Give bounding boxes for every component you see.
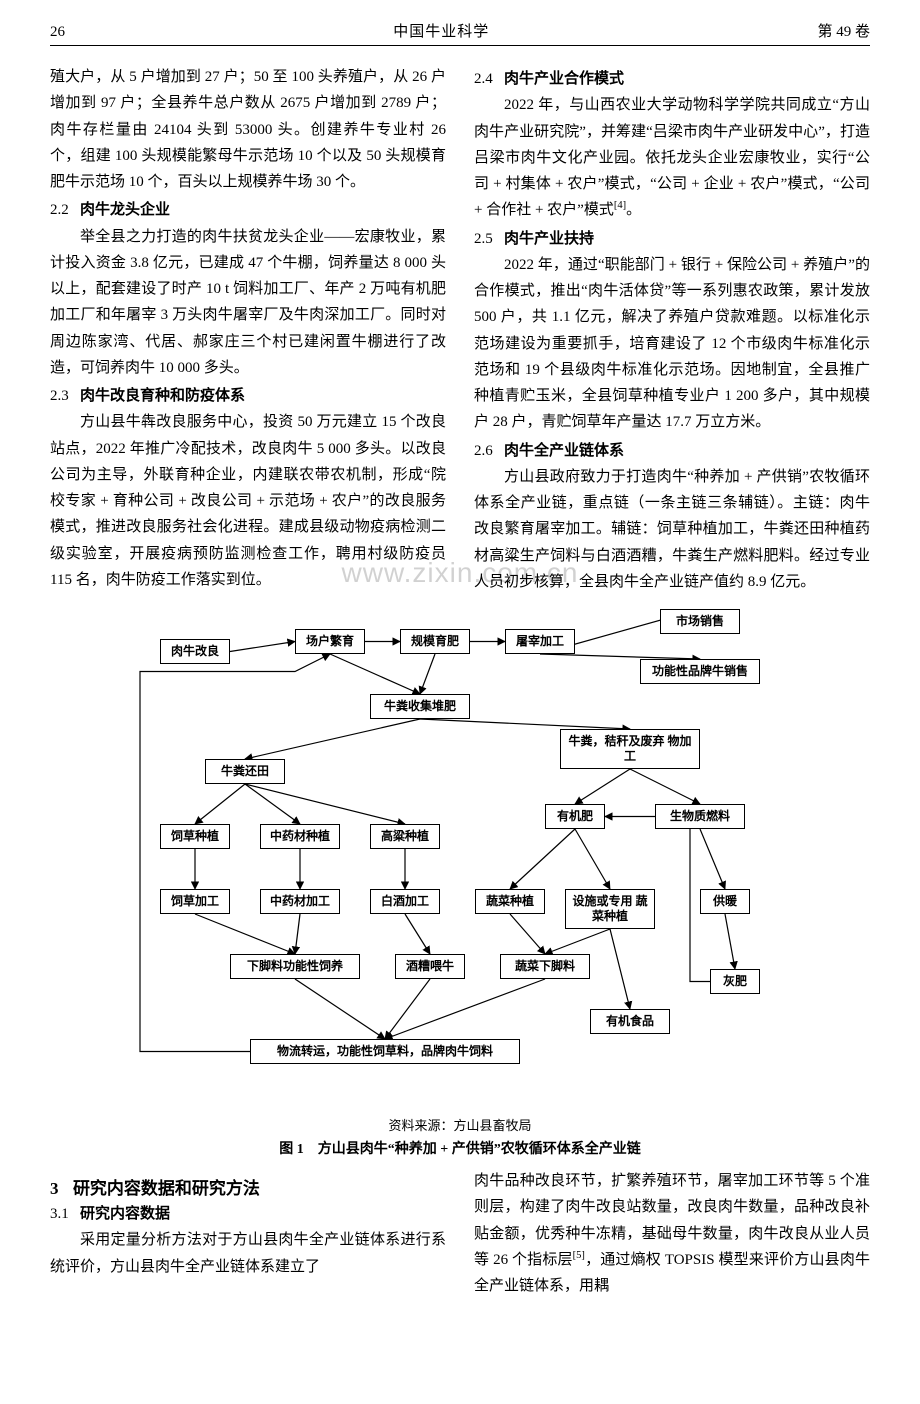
two-column-body-2: 3 研究内容数据和研究方法 3.1 研究内容数据 采用定量分析方法对于方山县肉牛… [50, 1168, 870, 1299]
paragraph-text: 。 [626, 202, 641, 218]
paragraph-text: 2022 年，与山西农业大学动物科学学院共同成立“方山肉牛产业研究院”，并筹建“… [474, 97, 870, 218]
body-paragraph: 方山县政府致力于打造肉牛“种养加 + 产供销”农牧循环体系全产业链，重点链（一条… [474, 464, 870, 595]
flowchart-node: 白酒加工 [370, 889, 440, 914]
flowchart-node: 蔬菜种植 [475, 889, 545, 914]
section-number: 3.1 [50, 1206, 69, 1222]
section-heading-3-1: 3.1 研究内容数据 [50, 1201, 446, 1227]
section-number: 2.4 [474, 71, 493, 87]
figure-caption: 图 1 方山县肉牛“种养加 + 产供销”农牧循环体系全产业链 [50, 1138, 870, 1158]
body-paragraph: 举全县之力打造的肉牛扶贫龙头企业——宏康牧业，累计投入资金 3.8 亿元，已建成… [50, 224, 446, 382]
section-number: 2.3 [50, 388, 69, 404]
flowchart-diagram: 肉牛改良 场户繁育 规模育肥 屠宰加工 市场销售功能性品牌牛销售牛粪收集堆肥牛粪还田 牛粪… [100, 609, 820, 1109]
flowchart-node: 肉牛改良 [160, 639, 230, 664]
section-title: 肉牛改良育种和防疫体系 [80, 388, 245, 404]
figure-source: 资料来源：方山县畜牧局 [50, 1115, 870, 1134]
flowchart-node: 下脚料功能性饲养 [230, 954, 360, 979]
body-paragraph: 方山县牛犇改良服务中心，投资 50 万元建立 15 个改良站点，2022 年推广… [50, 409, 446, 593]
flowchart-node: 蔬菜下脚料 [500, 954, 590, 979]
right-column: 2.4 肉牛产业合作模式 2022 年，与山西农业大学动物科学学院共同成立“方山… [474, 64, 870, 595]
section-heading-2-5: 2.5 肉牛产业扶持 [474, 226, 870, 252]
flowchart-node: 中药材种植 [260, 824, 340, 849]
section-number: 2.2 [50, 202, 69, 218]
page-header: 26 中国牛业科学 第 49 卷 [50, 20, 870, 46]
section-heading-2-4: 2.4 肉牛产业合作模式 [474, 66, 870, 92]
section-heading-2-2: 2.2 肉牛龙头企业 [50, 197, 446, 223]
flowchart-edges [100, 609, 820, 1109]
flowchart-node: 饲草种植 [160, 824, 230, 849]
flowchart-node: 酒糟喂牛 [395, 954, 465, 979]
section-title: 研究内容数据和研究方法 [73, 1179, 260, 1198]
right-column-2: 肉牛品种改良环节，扩繁养殖环节，屠宰加工环节等 5 个准则层，构建了肉牛改良站数… [474, 1168, 870, 1299]
flowchart-node: 规模育肥 [400, 629, 470, 654]
body-paragraph: 肉牛品种改良环节，扩繁养殖环节，屠宰加工环节等 5 个准则层，构建了肉牛改良站数… [474, 1168, 870, 1299]
section-title: 研究内容数据 [80, 1206, 170, 1222]
flowchart-node: 灰肥 [710, 969, 760, 994]
page-number: 26 [50, 24, 65, 41]
body-paragraph: 2022 年，与山西农业大学动物科学学院共同成立“方山肉牛产业研究院”，并筹建“… [474, 92, 870, 223]
flowchart-node: 高粱种植 [370, 824, 440, 849]
section-heading-2-3: 2.3 肉牛改良育种和防疫体系 [50, 383, 446, 409]
body-paragraph: 2022 年，通过“职能部门 + 银行 + 保险公司 + 养殖户”的合作模式，推… [474, 252, 870, 436]
flowchart-node: 生物质燃料 [655, 804, 745, 829]
flowchart-node: 市场销售 [660, 609, 740, 634]
flowchart-node: 牛粪收集堆肥 [370, 694, 470, 719]
flowchart-node: 物流转运，功能性饲草料，品牌肉牛饲料 [250, 1039, 520, 1064]
citation-ref: [5] [573, 1250, 585, 1261]
body-paragraph: 采用定量分析方法对于方山县肉牛全产业链体系进行系统评价，方山县肉牛全产业链体系建… [50, 1227, 446, 1280]
section-title: 肉牛龙头企业 [80, 202, 170, 218]
flowchart-node: 场户繁育 [295, 629, 365, 654]
section-title: 肉牛产业扶持 [504, 231, 594, 247]
journal-title: 中国牛业科学 [393, 20, 489, 41]
body-paragraph: 殖大户，从 5 户增加到 27 户；50 至 100 头养殖户，从 26 户增加… [50, 64, 446, 195]
flowchart-node: 牛粪，秸秆及废弃 物加工 [560, 729, 700, 769]
citation-ref: [4] [614, 200, 626, 211]
flowchart-node: 有机食品 [590, 1009, 670, 1034]
flowchart-node: 屠宰加工 [505, 629, 575, 654]
two-column-body: 殖大户，从 5 户增加到 27 户；50 至 100 头养殖户，从 26 户增加… [50, 64, 870, 595]
flowchart-node: 功能性品牌牛销售 [640, 659, 760, 684]
flowchart-node: 中药材加工 [260, 889, 340, 914]
section-heading-2-6: 2.6 肉牛全产业链体系 [474, 438, 870, 464]
section-title: 肉牛全产业链体系 [504, 443, 624, 459]
flowchart-node: 牛粪还田 [205, 759, 285, 784]
flowchart-node: 有机肥 [545, 804, 605, 829]
section-title: 肉牛产业合作模式 [504, 71, 624, 87]
section-number: 2.5 [474, 231, 493, 247]
flowchart-node: 饲草加工 [160, 889, 230, 914]
flowchart-node: 供暖 [700, 889, 750, 914]
section-number: 2.6 [474, 443, 493, 459]
section-heading-3: 3 研究内容数据和研究方法 [50, 1174, 446, 1199]
left-column: 殖大户，从 5 户增加到 27 户；50 至 100 头养殖户，从 26 户增加… [50, 64, 446, 595]
flowchart-node: 设施或专用 蔬菜种植 [565, 889, 655, 929]
section-number: 3 [50, 1179, 59, 1198]
left-column-2: 3 研究内容数据和研究方法 3.1 研究内容数据 采用定量分析方法对于方山县肉牛… [50, 1168, 446, 1299]
volume-label: 第 49 卷 [817, 20, 870, 41]
